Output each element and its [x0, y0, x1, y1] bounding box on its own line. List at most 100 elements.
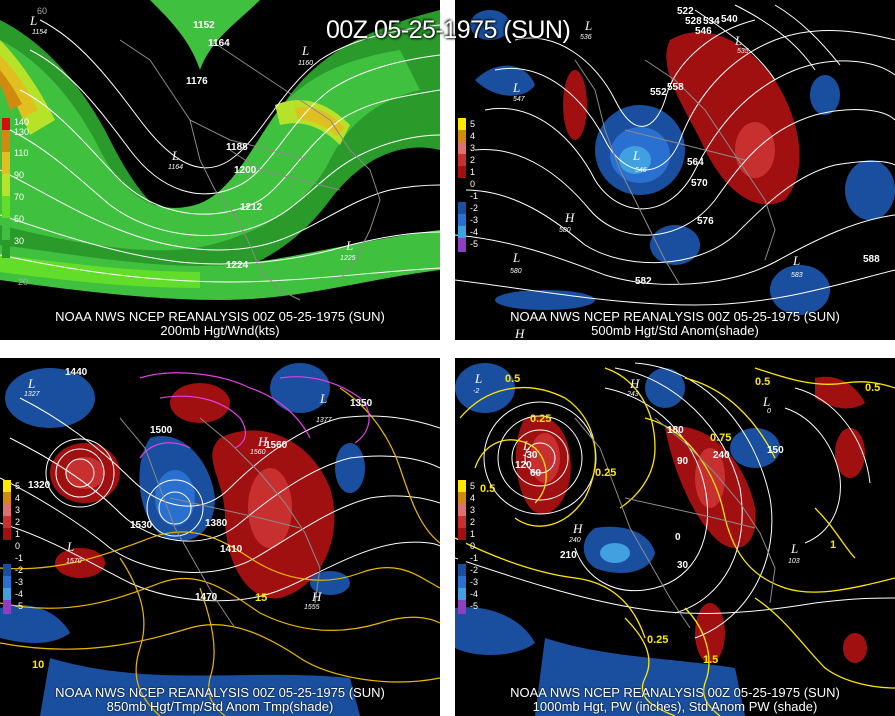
low-symbol: L: [792, 253, 800, 268]
legend-swatch: [458, 552, 466, 564]
pw-label: 0.25: [647, 634, 668, 646]
low-value: 1327: [24, 391, 41, 398]
legend-swatch: [458, 540, 466, 552]
legend-label: 2: [470, 517, 476, 527]
pw-label: 0.5: [755, 376, 770, 388]
grid-label: 20: [18, 277, 28, 287]
legend-swatch: [458, 600, 466, 614]
low-symbol: L: [474, 371, 482, 386]
jet-north: [150, 0, 260, 70]
temp-label: 10: [32, 659, 44, 671]
low-symbol: L: [522, 438, 530, 453]
panel-caption-line2: 1000mb Hgt, PW (inches), Std Anom PW (sh…: [532, 699, 818, 714]
contour-label: 582: [635, 276, 652, 287]
legend-label: 140: [14, 117, 30, 127]
low-symbol: L: [171, 148, 179, 163]
legend-label: -1: [15, 553, 24, 563]
height-contours-850mb: [0, 397, 440, 602]
contour-label: 0: [675, 532, 681, 543]
pw-label: 0.25: [595, 467, 616, 479]
pw-label: 1: [830, 539, 836, 551]
contour-label: 1164: [208, 38, 230, 49]
anomaly-legend: 5 4 3 2 1 0 -1 -2 -3 -4 -5: [458, 118, 478, 258]
low-value: 1377: [316, 417, 333, 424]
grid-label: 60: [37, 6, 47, 16]
legend-label: -5: [470, 601, 479, 611]
high-symbol: H: [629, 376, 640, 391]
legend-swatch: [458, 214, 466, 226]
legend-label: 4: [470, 131, 476, 141]
low-symbol: L: [319, 391, 327, 406]
map-500mb: 522 528 534 540 546 552 558 564 570 576 …: [455, 4, 895, 340]
contour-label: 1320: [28, 480, 51, 491]
jet-core-west-2: [0, 55, 38, 118]
page-title: 00Z 05-25-1975 (SUN): [326, 16, 571, 44]
anomaly-shading-850mb: [0, 363, 365, 716]
low-value: -2: [473, 388, 479, 395]
map-850mb: 1440 1500 1320 1380 1530 1410 1350 1470 …: [0, 363, 440, 716]
legend-label: 130: [14, 127, 30, 137]
legend-swatch: [458, 178, 466, 190]
anomaly-shading-1000mb: [455, 363, 867, 716]
legend-label: 0: [470, 541, 476, 551]
contour-label: 1560: [265, 440, 288, 451]
legend-swatch: [458, 202, 466, 214]
contour-label: 1200: [234, 165, 257, 176]
panel-caption-line1: NOAA NWS NCEP REANALYSIS 00Z 05-25-1975 …: [510, 685, 840, 700]
legend-swatch: [458, 492, 466, 504]
legend-label: 0: [470, 179, 476, 189]
low-value: 0: [767, 408, 771, 415]
low-value: 1164: [168, 164, 183, 171]
high-symbol: H: [311, 589, 322, 604]
legend-swatch: [2, 174, 10, 196]
legend-swatch: [3, 492, 11, 504]
legend-label: 4: [15, 493, 21, 503]
contour-label: 1212: [240, 202, 263, 213]
high-symbol: H: [564, 210, 575, 225]
legend-swatch: [458, 226, 466, 238]
contour-label: -30: [523, 450, 538, 461]
legend-swatch: [2, 218, 10, 240]
legend-swatch: [3, 552, 11, 564]
legend-label: 1: [470, 529, 476, 539]
legend-swatch: [3, 564, 11, 576]
legend-swatch: [458, 166, 466, 178]
temp-label: 15: [255, 592, 267, 604]
low-value: 1154: [32, 29, 47, 36]
legend-swatch: [458, 576, 466, 588]
legend-label: 3: [470, 143, 476, 153]
jet-south-core: [0, 255, 200, 288]
legend-swatch: [458, 154, 466, 166]
contour-label: 1224: [226, 260, 249, 271]
legend-swatch: [2, 240, 10, 258]
contour-label: 150: [767, 445, 784, 456]
legend-swatch: [458, 564, 466, 576]
legend-swatch: [3, 540, 11, 552]
low-symbol: L: [512, 250, 520, 265]
legend-label: -4: [470, 227, 479, 237]
legend-label: -1: [470, 191, 479, 201]
pw-label: 1.5: [703, 654, 718, 666]
contour-label: 1530: [130, 520, 153, 531]
legend-swatch: [458, 504, 466, 516]
legend-swatch: [458, 588, 466, 600]
legend-swatch: [3, 504, 11, 516]
legend-swatch: [2, 118, 10, 130]
legend-label: -4: [15, 589, 24, 599]
legend-swatch: [2, 196, 10, 218]
contour-label: 210: [560, 550, 577, 561]
legend-swatch: [458, 480, 466, 492]
low-value: 547: [513, 96, 526, 103]
legend-swatch: [458, 190, 466, 202]
coastlines-850mb: [119, 417, 321, 629]
legend-label: 2: [15, 517, 21, 527]
legend-label: -3: [470, 577, 479, 587]
legend-swatch: [458, 118, 466, 130]
legend-swatch: [458, 142, 466, 154]
coastlines-500mb: [574, 59, 776, 286]
contour-label: 240: [713, 450, 730, 461]
legend-swatch: [2, 130, 10, 152]
pw-contours-1000mb: [455, 367, 895, 716]
low-value: 580: [510, 268, 522, 275]
low-value: 1160: [298, 60, 313, 67]
